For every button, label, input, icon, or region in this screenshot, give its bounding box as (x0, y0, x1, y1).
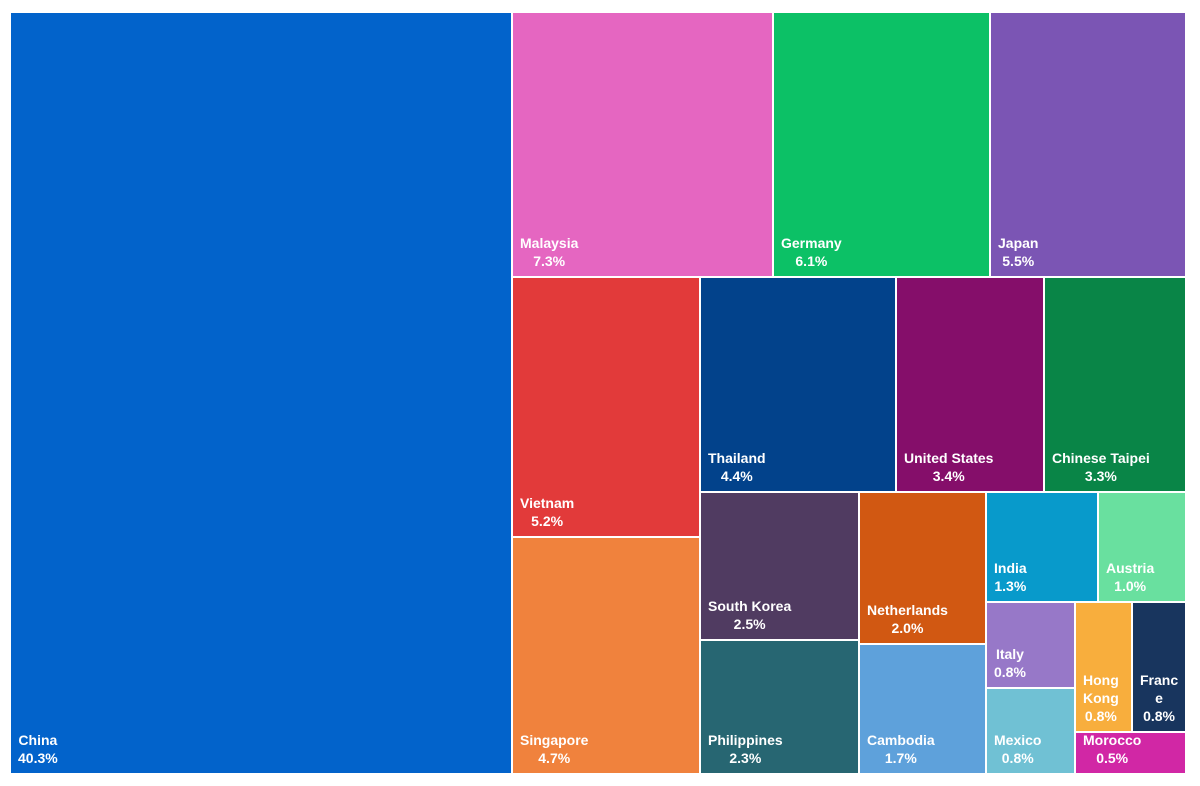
tile-morocco: Morocco 0.5% (1075, 732, 1186, 774)
tile-label: Vietnam 5.2% (520, 494, 574, 530)
tile-value: 1.0% (1114, 578, 1147, 594)
tile-value: 1.7% (884, 750, 917, 766)
tile-value: 4.4% (720, 468, 753, 484)
tile-value: 6.1% (795, 253, 828, 269)
tile-cambodia: Cambodia 1.7% (859, 644, 986, 774)
tile-label: Germany 6.1% (781, 234, 842, 270)
tile-south-korea: South Korea 2.5% (700, 492, 859, 640)
tile-label: Austria 1.0% (1106, 559, 1154, 595)
tile-label: Malaysia 7.3% (520, 234, 578, 270)
tile-label: Hong Kong 0.8% (1083, 671, 1119, 725)
tile-united-states: United States 3.4% (896, 277, 1044, 492)
tile-malaysia: Malaysia 7.3% (512, 12, 773, 277)
tile-japan: Japan 5.5% (990, 12, 1186, 277)
tile-mexico: Mexico 0.8% (986, 688, 1075, 774)
tile-name: United States (904, 450, 994, 466)
tile-label: Singapore 4.7% (520, 731, 588, 767)
tile-name: India (994, 560, 1027, 576)
tile-name: Malaysia (520, 235, 579, 251)
tile-name: Austria (1106, 560, 1155, 576)
tile-label: Italy 0.8% (994, 645, 1026, 681)
tile-value: 4.7% (538, 750, 571, 766)
tile-value: 0.8% (994, 664, 1026, 680)
tile-label: Japan 5.5% (998, 234, 1038, 270)
tile-label: United States 3.4% (904, 449, 993, 485)
tile-name: Netherlands (867, 602, 948, 618)
tile-hong-kong: Hong Kong 0.8% (1075, 602, 1132, 732)
tile-label: Mexico 0.8% (994, 731, 1041, 767)
tile-name: Mexico (994, 732, 1042, 748)
tile-value: 0.8% (1001, 750, 1034, 766)
tile-label: Netherlands 2.0% (867, 601, 948, 637)
tile-value: 0.8% (1143, 708, 1176, 724)
tile-label: Thailand 4.4% (708, 449, 766, 485)
tile-value: 0.5% (1096, 750, 1129, 766)
tile-value: 2.0% (891, 620, 924, 636)
tile-label: India 1.3% (994, 559, 1027, 595)
tile-chinese-taipei: Chinese Taipei 3.3% (1044, 277, 1186, 492)
tile-name: China (18, 732, 58, 748)
tile-philippines: Philippines 2.3% (700, 640, 859, 774)
tile-name: Thailand (708, 450, 766, 466)
tile-thailand: Thailand 4.4% (700, 277, 896, 492)
tile-value: 5.5% (1002, 253, 1035, 269)
tile-germany: Germany 6.1% (773, 12, 990, 277)
tile-label: Cambodia 1.7% (867, 731, 935, 767)
tile-name: Germany (781, 235, 842, 251)
tile-name: Philippines (708, 732, 783, 748)
tile-value: 1.3% (994, 578, 1027, 594)
tile-label: Morocco 0.5% (1083, 732, 1142, 767)
tile-label: Chinese Taipei 3.3% (1052, 449, 1150, 485)
tile-name: Franc e (1140, 672, 1179, 706)
tile-name: Hong Kong (1083, 672, 1119, 706)
tile-india: India 1.3% (986, 492, 1098, 602)
tile-value: 2.3% (729, 750, 762, 766)
tile-china: China 40.3% (10, 12, 512, 774)
tile-france: Franc e 0.8% (1132, 602, 1186, 732)
tile-name: Vietnam (520, 495, 575, 511)
tile-value: 2.5% (733, 616, 766, 632)
tile-label: South Korea 2.5% (708, 597, 791, 633)
treemap: China 40.3% Malaysia 7.3% Germany 6.1% Japan 5.… (10, 12, 1186, 774)
tile-name: Italy (995, 646, 1024, 662)
tile-austria: Austria 1.0% (1098, 492, 1186, 602)
tile-netherlands: Netherlands 2.0% (859, 492, 986, 644)
tile-value: 3.4% (932, 468, 965, 484)
tile-name: Cambodia (867, 732, 935, 748)
tile-name: Morocco (1083, 732, 1142, 748)
tile-value: 5.2% (531, 513, 564, 529)
tile-italy: Italy 0.8% (986, 602, 1075, 688)
tile-name: Japan (998, 235, 1039, 251)
tile-name: Singapore (520, 732, 589, 748)
tile-vietnam: Vietnam 5.2% (512, 277, 700, 537)
tile-singapore: Singapore 4.7% (512, 537, 700, 774)
tile-value: 3.3% (1084, 468, 1117, 484)
tile-value: 0.8% (1084, 708, 1117, 724)
tile-label: China 40.3% (18, 731, 58, 767)
tile-name: South Korea (708, 598, 792, 614)
tile-name: Chinese Taipei (1052, 450, 1150, 466)
tile-value: 7.3% (533, 253, 566, 269)
tile-value: 40.3% (18, 750, 58, 766)
tile-label: Franc e 0.8% (1140, 671, 1178, 725)
tile-label: Philippines 2.3% (708, 731, 783, 767)
